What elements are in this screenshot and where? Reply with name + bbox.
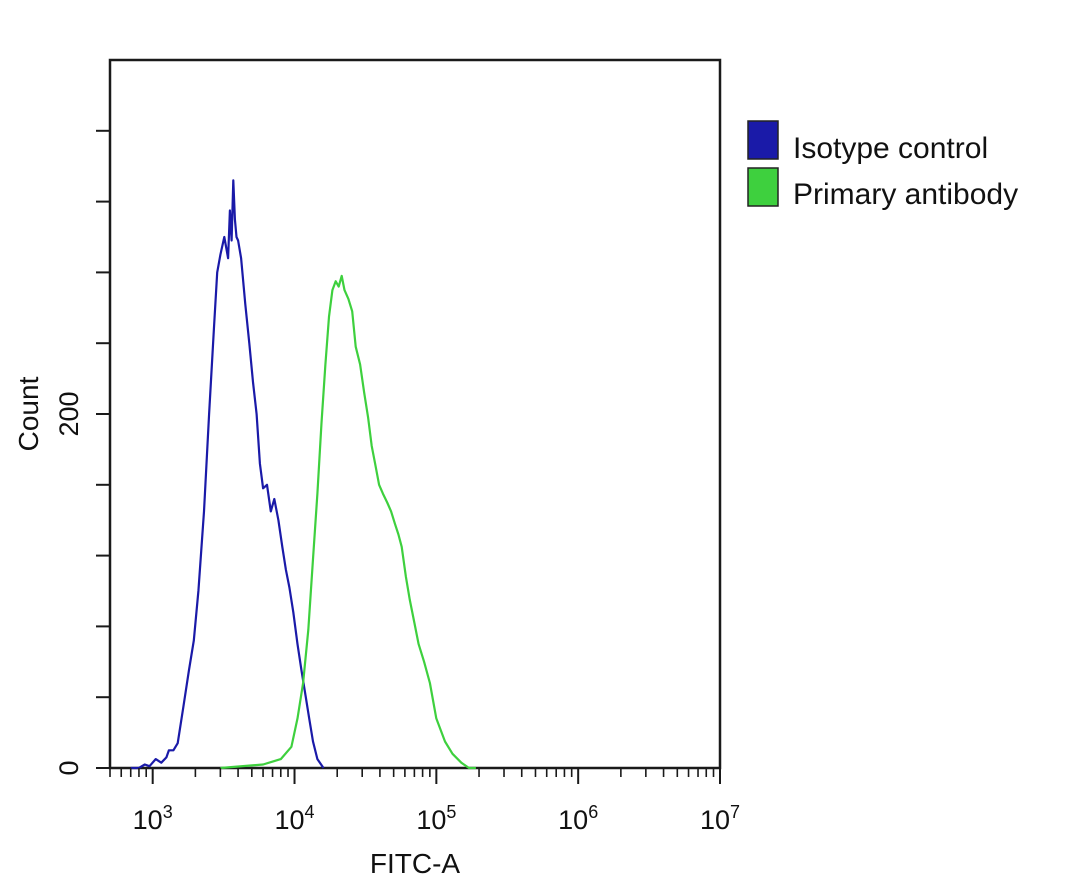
legend-swatch-isotype-control [747, 120, 779, 160]
legend-swatch-primary-antibody [747, 167, 779, 207]
plot-frame [108, 58, 722, 770]
y-tick-label-200: 200 [54, 391, 84, 436]
x-axis: 103 104 105 106 107 [109, 768, 740, 835]
x-tick-label-4: 104 [274, 802, 314, 835]
legend-label-primary-antibody: Primary antibody [793, 178, 1018, 211]
x-axis-title: FITC-A [370, 848, 461, 879]
x-tick-label-6: 106 [558, 802, 598, 835]
y-tick-label-0: 0 [54, 760, 84, 775]
legend-label-isotype-control: Isotype control [793, 132, 988, 165]
series-line-primary-antibody [220, 274, 476, 770]
legend: Isotype control Primary antibody [747, 120, 1018, 211]
y-axis-title: Count [13, 376, 44, 451]
x-tick-label-3: 103 [133, 802, 173, 835]
y-axis: 0 200 [54, 129, 110, 776]
x-tick-label-5: 105 [416, 802, 456, 835]
x-tick-label-7: 107 [700, 802, 740, 835]
series-layer [130, 179, 476, 770]
series-line-isotype-control [130, 179, 325, 770]
